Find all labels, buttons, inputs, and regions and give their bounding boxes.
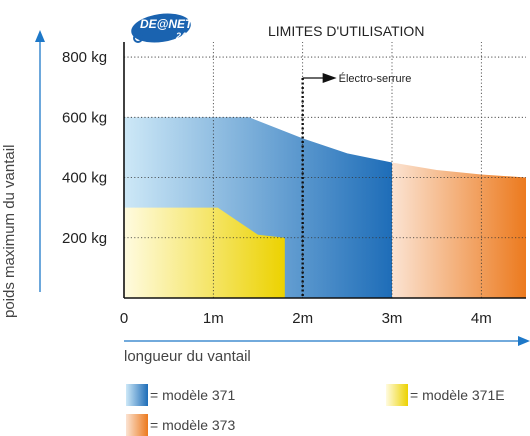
annotation-text: Électro-serrure [339,72,412,85]
area-modèle-373 [392,162,526,298]
y-axis-label: poids maximum du vantail [1,145,18,318]
x-tick-label: 3m [382,310,403,327]
legend-item-371e: = modèle 371E [386,384,505,406]
legend-swatch-371e [386,384,408,406]
legend-swatch-371 [126,384,148,406]
x-axis-label: longueur du vantail [124,348,251,365]
y-tick-label: 200 kg [62,230,107,247]
annotation-electro-serrure: Électro-serrure [301,72,412,298]
annotation-arrow-icon [322,73,337,83]
y-tick-label: 800 kg [62,49,107,66]
legend-item-371: = modèle 371 [126,384,235,406]
area-modèle-371e [124,207,285,298]
chart-grid [124,42,526,298]
y-tick-label: 600 kg [62,109,107,126]
legend-label-371e: = modèle 371E [410,387,505,403]
x-tick-label: 2m [292,310,313,327]
brand-ring-icon [133,33,143,43]
x-tick-label: 0 [120,310,128,327]
chart-areas [124,117,526,298]
chart-axes [35,30,530,346]
chart-title: LIMITES D'UTILISATION [268,23,424,39]
x-tick-label: 4m [471,310,492,327]
x-tick-label: 1m [203,310,224,327]
brand-subtext: 24 [175,31,186,41]
chart-ticks: 0 1m 2m 3m 4m 200 kg 400 kg 600 kg 800 kg [62,49,492,327]
x-arrow-head-icon [518,336,530,346]
y-tick-label: 400 kg [62,170,107,187]
legend-label-371: = modèle 371 [150,387,236,403]
legend-swatch-373 [126,414,148,436]
y-arrow-head-icon [35,30,45,42]
brand-logo: DE@NET 24 [131,13,194,43]
legend-label-373: = modèle 373 [150,417,236,433]
legend-item-373: = modèle 373 [126,414,235,436]
brand-name: DE@NET [140,17,194,31]
